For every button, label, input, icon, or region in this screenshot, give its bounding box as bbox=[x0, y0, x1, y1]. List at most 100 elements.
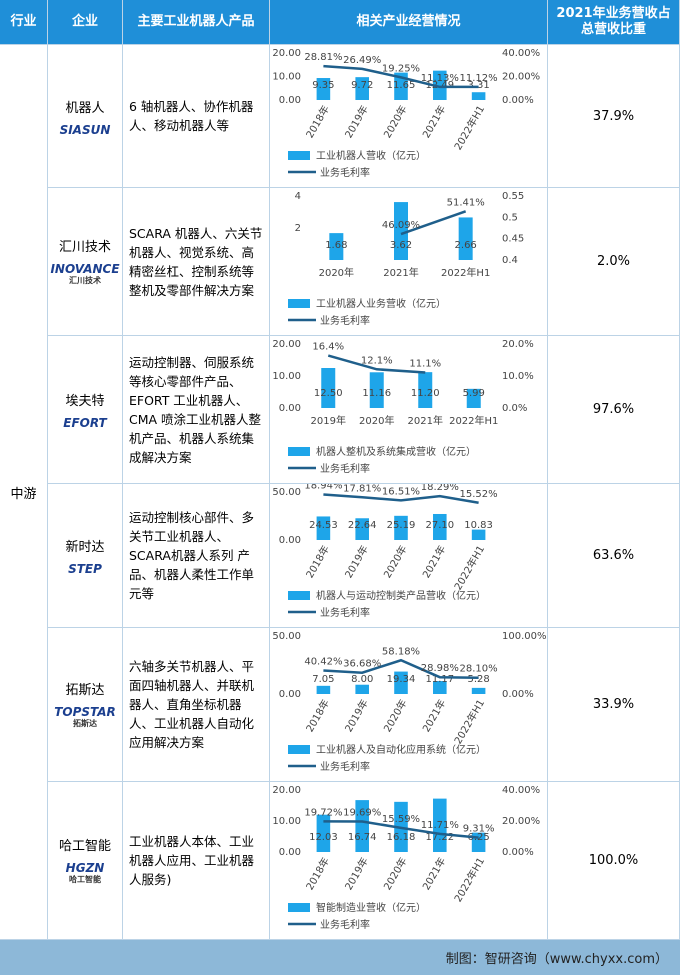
logo-text: EFORT bbox=[63, 416, 107, 430]
bar-label: 11.17 bbox=[425, 674, 454, 685]
bar-label: 5.28 bbox=[467, 674, 489, 685]
line-label: 26.49% bbox=[343, 55, 381, 66]
x-tick-label: 2021年 bbox=[408, 414, 443, 427]
line-label: 46.09% bbox=[382, 220, 420, 231]
legend-label: 机器人与运动控制类产品营收（亿元） bbox=[316, 589, 486, 602]
logo-text: INOVANCE bbox=[50, 262, 120, 276]
bar-label: 16.74 bbox=[348, 832, 377, 843]
x-tick-label: 2020年 bbox=[381, 697, 410, 734]
tick-label: 100.00% bbox=[502, 631, 547, 642]
products-cell: SCARA 机器人、六关节机器人、视觉系统、高精密丝杠、控制系统等整机及零部件解… bbox=[123, 188, 270, 336]
x-tick-label: 2019年 bbox=[342, 543, 371, 580]
x-tick-label: 2019年 bbox=[342, 697, 371, 734]
bar-label: 17.22 bbox=[425, 832, 454, 843]
tick-label: 40.00% bbox=[502, 785, 540, 796]
header-cell: 企业 bbox=[48, 0, 123, 45]
bar-label: 5.99 bbox=[463, 388, 485, 399]
x-tick-label: 2021年 bbox=[419, 543, 448, 580]
legend-swatch bbox=[288, 903, 310, 912]
share-cell: 100.0% bbox=[548, 782, 680, 940]
x-tick-label: 2022年H1 bbox=[451, 855, 487, 904]
x-tick-label: 2020年 bbox=[381, 103, 410, 140]
x-tick-label: 2021年 bbox=[419, 855, 448, 892]
bar-label: 9.35 bbox=[312, 80, 334, 91]
bar-label: 11.65 bbox=[387, 80, 416, 91]
bar-label: 24.53 bbox=[309, 520, 338, 531]
logo-text: STEP bbox=[68, 562, 102, 576]
bar bbox=[329, 233, 344, 260]
x-tick-label: 2022年H1 bbox=[451, 103, 487, 152]
bar bbox=[458, 217, 473, 260]
x-tick-label: 2022年H1 bbox=[451, 543, 487, 592]
x-tick-label: 2018年 bbox=[303, 697, 332, 734]
bar bbox=[433, 513, 447, 540]
company-name: 哈工智能 bbox=[58, 839, 111, 854]
line-label: 11.71% bbox=[421, 820, 459, 831]
bar bbox=[321, 368, 336, 408]
line-label: 28.81% bbox=[304, 52, 342, 63]
x-tick-label: 2018年 bbox=[303, 543, 332, 580]
x-tick-label: 2022年H1 bbox=[441, 266, 490, 279]
x-tick-label: 2019年 bbox=[342, 855, 371, 892]
line-label: 11.13% bbox=[421, 73, 459, 84]
bar bbox=[433, 70, 447, 100]
legend-label: 业务毛利率 bbox=[320, 166, 370, 179]
tick-label: 0.00% bbox=[502, 95, 534, 106]
chart-cell: 2 4 0.4 0.45 0.5 0.55 1.68 2020年 3.62 2021年 2.66 20… bbox=[270, 188, 548, 336]
tick-label: 20.00 bbox=[272, 48, 301, 59]
tick-label: 0.00 bbox=[279, 689, 301, 700]
bar-label: 22.64 bbox=[348, 520, 377, 531]
line-label: 58.18% bbox=[382, 646, 420, 657]
line bbox=[400, 210, 467, 236]
line-label: 15.52% bbox=[460, 489, 498, 500]
line bbox=[323, 658, 479, 679]
tick-label: 10.00 bbox=[272, 816, 301, 827]
bar-label: 3.62 bbox=[390, 240, 412, 251]
bar-label: 1.68 bbox=[325, 240, 347, 251]
legend-label: 业务毛利率 bbox=[320, 462, 370, 475]
chart-cell: 0.00 10.00 20.00 0.00% 20.00% 40.00% 12.03 2018… bbox=[270, 782, 548, 940]
tick-label: 50.00 bbox=[272, 487, 301, 498]
line-label: 51.41% bbox=[447, 197, 485, 208]
bar bbox=[316, 814, 331, 852]
bar bbox=[355, 684, 369, 694]
company-name: 埃夫特 bbox=[65, 394, 105, 409]
bar-label: 3.31 bbox=[467, 80, 489, 91]
line-label: 9.31% bbox=[463, 824, 495, 835]
company-logo: TOPSTAR 拓斯达 bbox=[54, 706, 116, 730]
x-tick-label: 2020年 bbox=[359, 414, 394, 427]
products-cell: 六轴多关节机器人、平面四轴机器人、并联机器人、直角坐标机器人、工业机器人自动化应… bbox=[123, 628, 270, 782]
bar-label: 11.16 bbox=[362, 388, 391, 399]
x-tick-label: 2020年 bbox=[381, 543, 410, 580]
line-label: 19.25% bbox=[382, 63, 420, 74]
mini-chart: 0.00 10.00 20.00 0.00% 20.00% 40.00% 9.35 2018年… bbox=[272, 48, 540, 179]
bar bbox=[355, 77, 369, 100]
line-label: 18.29% bbox=[421, 484, 459, 493]
tick-label: 20.00% bbox=[502, 816, 540, 827]
x-tick-label: 2021年 bbox=[383, 266, 418, 279]
legend-label: 工业机器人业务营收（亿元） bbox=[316, 297, 446, 310]
tick-label: 0.00 bbox=[279, 847, 301, 858]
share-cell: 63.6% bbox=[548, 484, 680, 628]
header-cell: 相关产业经营情况 bbox=[270, 0, 548, 45]
tick-label: 0.00 bbox=[279, 535, 301, 546]
x-tick-label: 2020年 bbox=[319, 266, 354, 279]
x-tick-label: 2019年 bbox=[342, 103, 371, 140]
line-label: 19.69% bbox=[343, 807, 381, 818]
x-tick-label: 2022年H1 bbox=[449, 414, 498, 427]
chart-cell: 0.00 50.00 24.53 2018年 22.64 2019年 25.19 2020年 2… bbox=[270, 484, 548, 628]
tick-label: 10.00 bbox=[272, 371, 301, 382]
mini-chart: 0.00 10.00 20.00 0.00% 20.00% 40.00% 12.03 2018… bbox=[272, 785, 540, 931]
chart-cell: 0.00 10.00 20.00 0.00% 20.00% 40.00% 9.35 2018年… bbox=[270, 45, 548, 188]
line-label: 16.51% bbox=[382, 486, 420, 497]
x-tick-label: 2020年 bbox=[381, 855, 410, 892]
bar bbox=[433, 681, 447, 694]
bar-label: 10.83 bbox=[464, 520, 493, 531]
products-cell: 6 轴机器人、协作机器人、移动机器人等 bbox=[123, 45, 270, 188]
products-cell: 工业机器人本体、工业机器人应用、工业机器人服务) bbox=[123, 782, 270, 940]
bar-label: 11.20 bbox=[411, 388, 440, 399]
tick-label: 20.0% bbox=[502, 339, 534, 350]
tick-label: 50.00 bbox=[272, 631, 301, 642]
bar-label: 27.10 bbox=[425, 520, 454, 531]
tick-label: 2 bbox=[295, 223, 301, 234]
